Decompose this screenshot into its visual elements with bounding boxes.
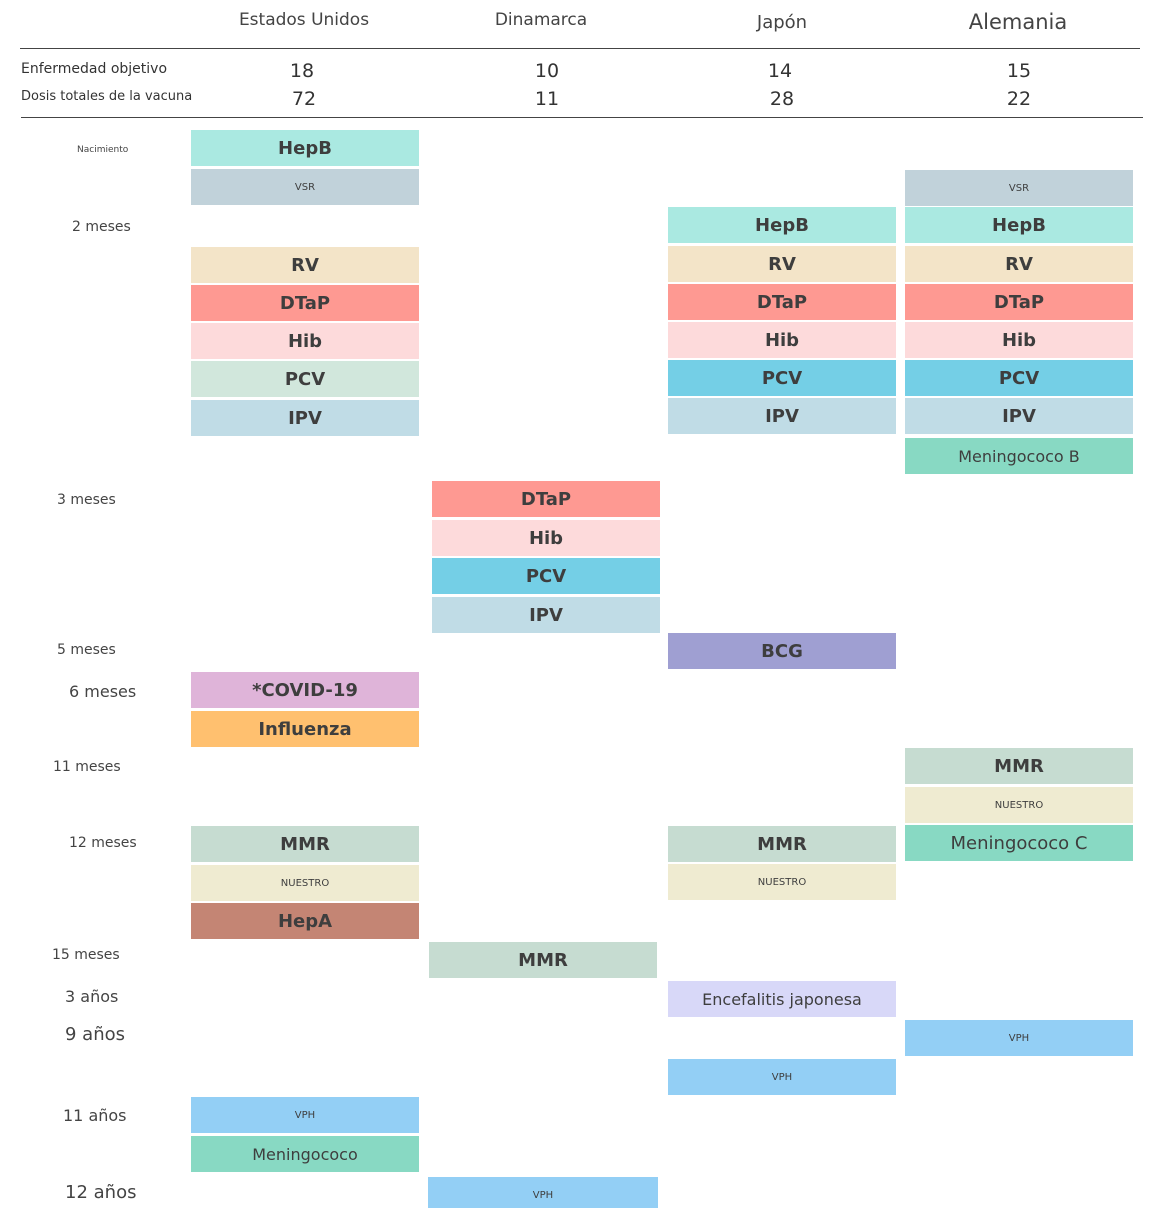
vaccine-block-hib: Hib <box>432 520 660 556</box>
table-divider <box>21 117 1143 118</box>
doses-dk: 11 <box>534 88 560 110</box>
age-label: 6 meses <box>69 682 137 701</box>
doses-jp: 28 <box>769 88 795 110</box>
row-label-diseases: Enfermedad objetivo <box>21 61 168 77</box>
vaccine-block-pcv: PCV <box>905 360 1133 396</box>
vaccine-block-meningococo-c: Meningococo C <box>905 825 1133 861</box>
diseases-jp: 14 <box>767 60 793 82</box>
vaccine-block-dtap: DTaP <box>668 284 896 320</box>
vaccine-block-ipv: IPV <box>905 398 1133 434</box>
age-label: 5 meses <box>57 642 116 658</box>
vaccine-block-mmr: MMR <box>191 826 419 862</box>
doses-de: 22 <box>1006 88 1032 110</box>
vaccine-block-meningococo: Meningococo <box>191 1136 419 1172</box>
age-label: 11 meses <box>53 759 121 775</box>
vaccine-block-nuestro: NUESTRO <box>191 865 419 901</box>
vaccine-block-nuestro: NUESTRO <box>905 787 1133 823</box>
vaccine-block-ipv: IPV <box>191 400 419 436</box>
age-label: 12 meses <box>69 835 137 851</box>
vaccine-block-dtap: DTaP <box>432 481 660 517</box>
vaccine-block-vph: VPH <box>428 1177 658 1208</box>
vaccine-block-pcv: PCV <box>432 558 660 594</box>
vaccine-block-vph: VPH <box>668 1059 896 1095</box>
vaccine-block-rv: RV <box>668 246 896 282</box>
vaccine-block-meningococo-b: Meningococo B <box>905 438 1133 474</box>
age-label: 9 años <box>65 1024 126 1045</box>
vaccine-block-hepb: HepB <box>191 130 419 166</box>
header-divider <box>20 48 1140 49</box>
vaccine-block-pcv: PCV <box>191 361 419 397</box>
country-header-us: Estados Unidos <box>238 10 370 30</box>
diseases-dk: 10 <box>534 60 560 82</box>
vaccine-block-vph: VPH <box>905 1020 1133 1056</box>
vaccine-block-hib: Hib <box>905 322 1133 358</box>
vaccine-block-nuestro: NUESTRO <box>668 864 896 900</box>
vaccine-block-mmr: MMR <box>668 826 896 862</box>
age-label: Nacimiento <box>77 145 129 155</box>
vaccine-block-influenza: Influenza <box>191 711 419 747</box>
vaccine-block-mmr: MMR <box>429 942 657 978</box>
vaccine-block-rv: RV <box>905 246 1133 282</box>
vaccine-block-vsr: VSR <box>191 169 419 205</box>
vaccine-block-hepb: HepB <box>905 207 1133 243</box>
vaccine-block-hepa: HepA <box>191 903 419 939</box>
vaccine-block-mmr: MMR <box>905 748 1133 784</box>
vaccine-block-hib: Hib <box>668 322 896 358</box>
country-header-de: Alemania <box>968 10 1068 34</box>
age-label: 15 meses <box>52 947 120 963</box>
age-label: 12 años <box>65 1182 137 1203</box>
vaccine-block-rv: RV <box>191 247 419 283</box>
vaccine-block-pcv: PCV <box>668 360 896 396</box>
age-label: 3 meses <box>57 492 116 508</box>
age-label: 11 años <box>63 1106 127 1125</box>
vaccine-block-encefalitis-japonesa: Encefalitis japonesa <box>668 981 896 1017</box>
vaccine-block-vph: VPH <box>191 1097 419 1133</box>
diseases-us: 18 <box>289 60 315 82</box>
vaccine-block-hib: Hib <box>191 323 419 359</box>
vaccine-block-covid-19: *COVID-19 <box>191 672 419 708</box>
age-label: 3 años <box>65 987 119 1006</box>
vaccine-block-bcg: BCG <box>668 633 896 669</box>
vaccine-block-dtap: DTaP <box>191 285 419 321</box>
vaccine-block-ipv: IPV <box>668 398 896 434</box>
country-header-jp: Japón <box>756 12 808 33</box>
vaccine-block-hepb: HepB <box>668 207 896 243</box>
row-label-doses: Dosis totales de la vacuna <box>21 89 193 104</box>
vaccine-block-vsr: VSR <box>905 170 1133 206</box>
vaccine-block-dtap: DTaP <box>905 284 1133 320</box>
age-label: 2 meses <box>72 219 131 235</box>
country-header-dk: Dinamarca <box>494 10 588 30</box>
diseases-de: 15 <box>1006 60 1032 82</box>
doses-us: 72 <box>291 88 317 110</box>
vaccine-block-ipv: IPV <box>432 597 660 633</box>
